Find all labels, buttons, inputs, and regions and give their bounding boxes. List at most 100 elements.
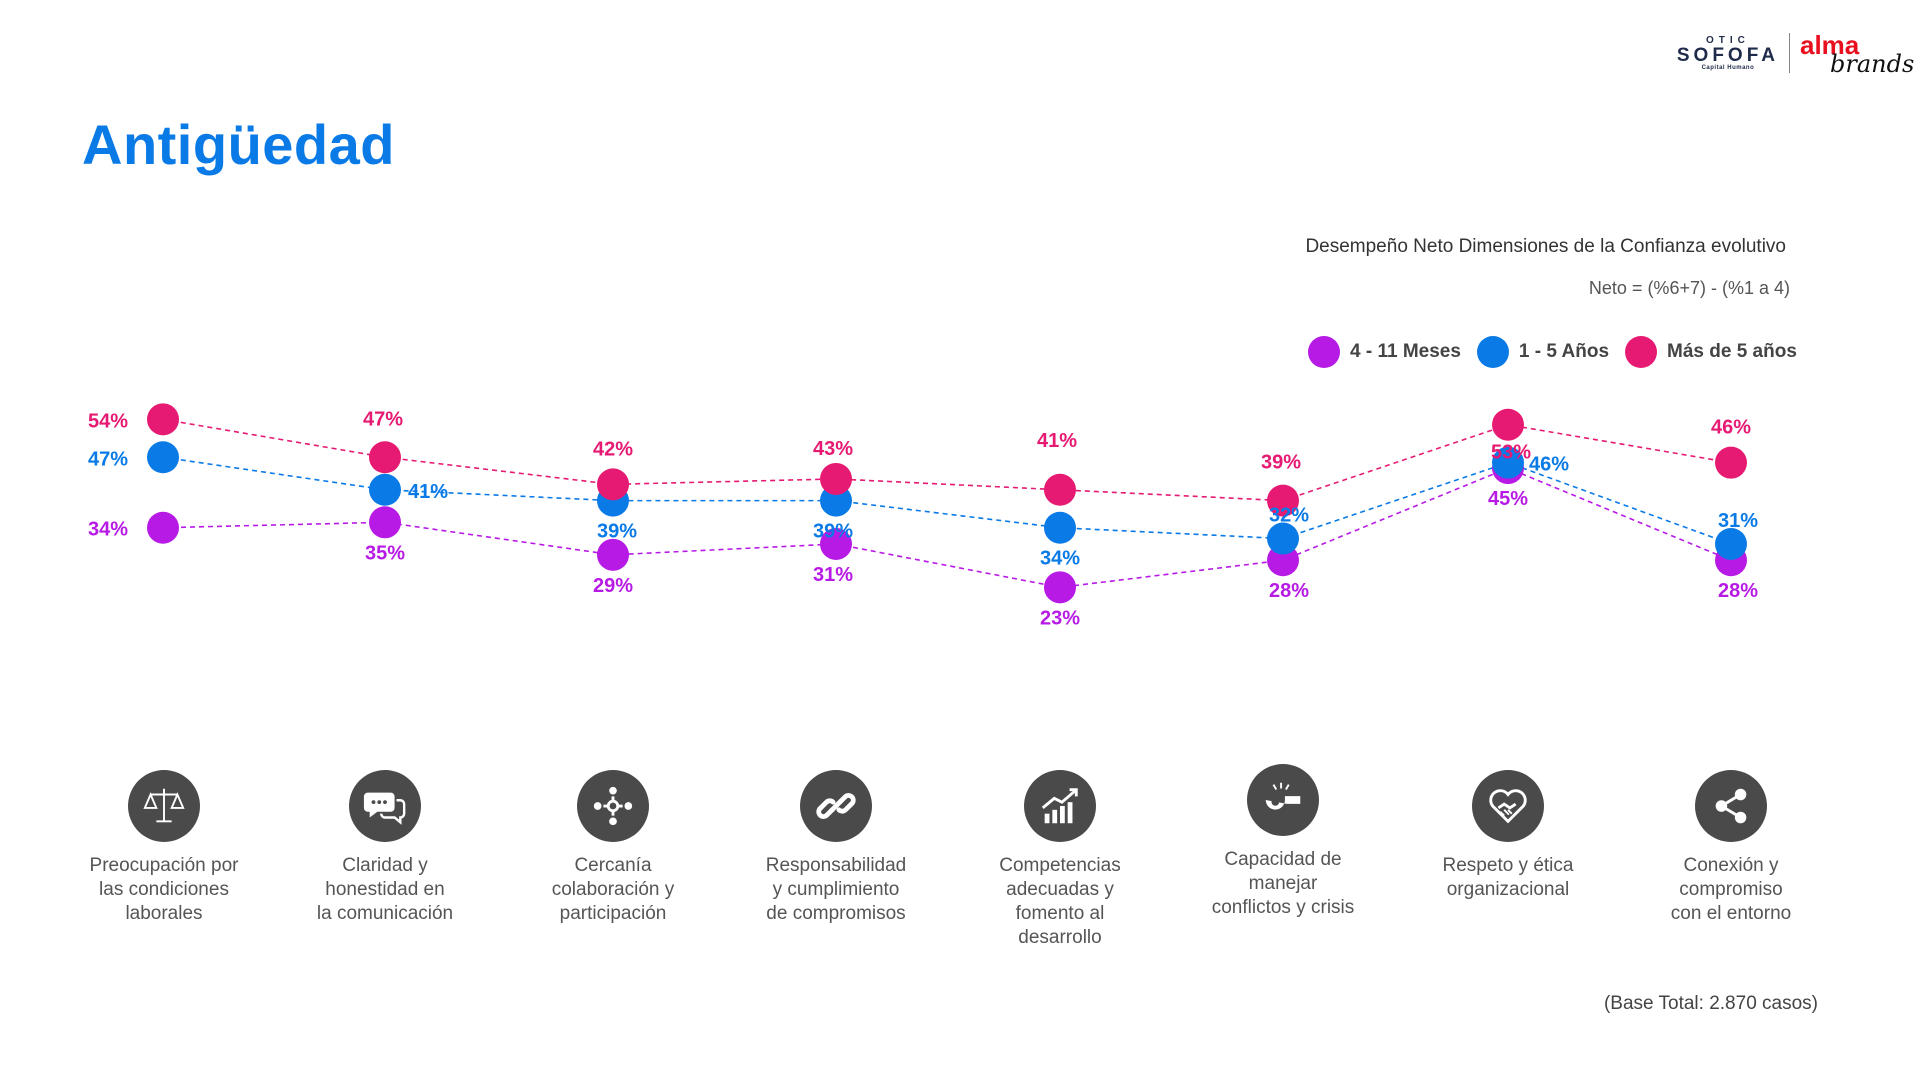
legend-marker [1625, 336, 1658, 368]
line-chart: 34% 35% 29% 31% 23% 28% 45% 28% 47% 41% 39% 39% 34% 3… [88, 403, 1758, 629]
data-point [369, 506, 401, 539]
category-label-line: adecuadas y [1006, 879, 1114, 900]
base-total-note: (Base Total: 2.870 casos) [1603, 993, 1818, 1014]
page-title: Antigüedad [82, 113, 395, 176]
legend-item-4-11-meses: 4 - 11 Meses [1308, 336, 1461, 368]
whistle-icon [1247, 764, 1319, 836]
category-label-line: colaboración y [551, 879, 675, 900]
data-label: 46% [1711, 417, 1751, 439]
category-label-line: Claridad y [342, 855, 428, 876]
category-label: Preocupación por las condiciones laboral… [69, 854, 259, 926]
data-label: 23% [1040, 607, 1080, 629]
category-label-line: de compromisos [766, 903, 906, 924]
handshake-heart-icon [1472, 770, 1544, 842]
data-label: 39% [1261, 452, 1301, 474]
category-label-line: fomento al [1015, 903, 1105, 924]
data-label: 46% [1529, 454, 1569, 476]
logo-otic-text: OTIC [1705, 34, 1750, 46]
data-point [369, 473, 401, 506]
category-label-line: Conexión y [1683, 855, 1779, 876]
category-label-line: honestidad en [325, 879, 445, 900]
category-label-line: manejar [1248, 873, 1318, 894]
category-label-line: Responsabilidad [765, 855, 907, 876]
category-item: Conexión y compromiso con el entorno [1636, 770, 1826, 926]
series-line [162, 456, 1732, 545]
data-label: 45% [1488, 488, 1528, 510]
category-label-line: Respeto y ética [1442, 855, 1574, 876]
category-item: Competencias adecuadas y fomento al desa… [965, 770, 1155, 950]
chain-link-icon [800, 770, 872, 842]
chart-legend: 4 - 11 Meses 1 - 5 Años Más de 5 años [1308, 336, 1813, 368]
data-point [1715, 527, 1747, 560]
data-label: 42% [593, 438, 633, 460]
data-label: 41% [408, 481, 448, 503]
data-label: 41% [1037, 430, 1077, 452]
category-label: Capacidad de manejar conflictos y crisis [1188, 848, 1378, 920]
collaboration-icon [577, 770, 649, 842]
data-point [1715, 446, 1747, 479]
category-label: Responsabilidad y cumplimiento de compro… [741, 854, 931, 926]
data-label: 28% [1269, 580, 1309, 602]
data-point [597, 538, 629, 571]
data-label: 35% [365, 542, 405, 564]
category-label-line: desarrollo [1018, 927, 1102, 948]
data-point [597, 468, 629, 501]
data-point [147, 403, 179, 436]
legend-label: Más de 5 años [1667, 341, 1797, 362]
chart-subtitle: Desempeño Neto Dimensiones de la Confian… [1305, 236, 1786, 257]
legend-marker [1476, 336, 1509, 368]
data-label: 54% [88, 410, 128, 432]
scales-icon [128, 770, 200, 842]
category-label-line: las condiciones [99, 879, 229, 900]
data-point [1492, 446, 1524, 479]
legend-marker [1308, 336, 1340, 368]
category-label: Cercanía colaboración y participación [518, 854, 708, 926]
data-point [1267, 484, 1299, 517]
category-label-line: organizacional [1446, 879, 1570, 900]
data-point [1267, 522, 1299, 555]
category-label-line: laborales [125, 903, 203, 924]
logo-sofofa-text: SOFOFA [1676, 44, 1779, 66]
logo-alma-text: alma [1800, 30, 1860, 60]
growth-chart-icon [1024, 770, 1096, 842]
data-point [1044, 473, 1076, 506]
legend-label: 1 - 5 Años [1518, 341, 1610, 362]
data-point [820, 462, 852, 495]
data-point [820, 527, 852, 560]
logo-brands-text: brands [1830, 50, 1915, 78]
data-point [369, 441, 401, 474]
category-label: Conexión y compromiso con el entorno [1636, 854, 1826, 926]
data-label: 31% [1718, 510, 1758, 532]
data-label: 29% [593, 575, 633, 597]
logo-divider [1789, 33, 1790, 73]
category-item: Capacidad de manejar conflictos y crisis [1188, 764, 1378, 920]
category-label-line: Capacidad de [1224, 849, 1342, 870]
category-label-line: Cercanía [574, 855, 652, 876]
category-label: Respeto y ética organizacional [1413, 854, 1603, 902]
category-label-line: participación [559, 903, 667, 924]
chat-bubbles-icon [349, 770, 421, 842]
data-label: 53% [1491, 442, 1531, 464]
data-point [147, 441, 179, 474]
category-item: Cercanía colaboración y participación [518, 770, 708, 926]
legend-label: 4 - 11 Meses [1350, 341, 1461, 362]
category-item: Claridad y honestidad en la comunicación [290, 770, 480, 926]
series-line [162, 418, 1732, 502]
data-label: 32% [1269, 505, 1309, 527]
chart-formula-note: Neto = (%6+7) - (%1 a 4) [1588, 278, 1790, 298]
category-label-line: Preocupación por [89, 855, 239, 876]
data-label: 43% [813, 438, 853, 460]
data-label: 39% [597, 521, 637, 543]
category-label: Competencias adecuadas y fomento al desa… [965, 854, 1155, 950]
alma-brands-logo: alma brands [1800, 30, 1914, 78]
data-label: 34% [88, 519, 128, 541]
share-icon [1695, 770, 1767, 842]
category-label-line: con el entorno [1670, 903, 1792, 924]
legend-item-mas-de-5-anos: Más de 5 años [1625, 336, 1797, 368]
category-label-line: Competencias [999, 855, 1121, 876]
logo-sofofa-subtext: Capital Humano [1701, 64, 1755, 71]
data-label: 47% [88, 448, 128, 470]
data-label: 31% [813, 564, 853, 586]
category-item: Preocupación por las condiciones laboral… [69, 770, 259, 926]
legend-item-1-5-anos: 1 - 5 Años [1476, 336, 1610, 368]
